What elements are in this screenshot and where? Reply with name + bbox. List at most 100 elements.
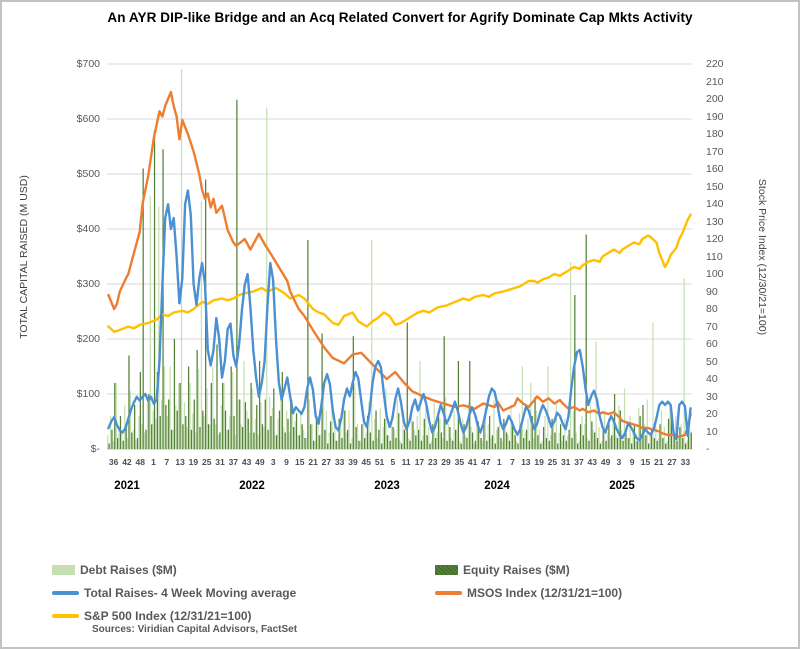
equity-bar (207, 424, 210, 449)
equity-bar (312, 440, 315, 449)
equity-bar (418, 429, 420, 449)
equity-bar (460, 443, 462, 449)
equity-bar (196, 350, 198, 449)
debt-bar (493, 399, 495, 449)
debt-bar (533, 438, 535, 449)
x-axis-week-label: 7 (510, 457, 515, 467)
equity-bar (605, 440, 607, 449)
debt-bar (294, 421, 296, 449)
x-axis-week-label: 45 (361, 457, 371, 467)
equity-bar (650, 429, 653, 449)
equity-bar (361, 424, 363, 449)
debt-bar (592, 429, 594, 449)
equity-bar (474, 440, 477, 449)
equity-bar (676, 440, 678, 449)
equity-bar (284, 432, 286, 449)
debt-bar (473, 443, 475, 449)
x-axis-week-label: 9 (629, 457, 635, 467)
equity-bar (165, 405, 167, 449)
right-axis-tick-label: 130 (706, 215, 724, 228)
equity-bar (151, 424, 153, 449)
debt-bar (393, 429, 396, 449)
left-axis-tick-label: $300 (76, 278, 100, 290)
debt-bar (632, 429, 634, 449)
debt-bar (615, 435, 617, 449)
debt-bar (675, 416, 677, 449)
equity-bar (494, 443, 496, 449)
x-axis-week-label: 19 (188, 457, 199, 467)
equity-bar (616, 438, 619, 449)
debt-bar (226, 429, 228, 449)
equity-bar (403, 429, 406, 449)
equity-bar (440, 432, 442, 449)
equity-bar (364, 438, 366, 449)
debt-bar (442, 438, 444, 449)
legend-label: Debt Raises ($M) (80, 563, 177, 577)
x-axis-week-label: 15 (640, 457, 651, 467)
right-axis-tick-label: 180 (706, 128, 724, 140)
equity-bar (457, 361, 460, 449)
equity-bar (679, 427, 681, 449)
equity-bar (159, 416, 161, 449)
debt-bar (175, 405, 177, 449)
equity-bar (295, 413, 298, 449)
equity-bar (347, 429, 349, 449)
debt-bar (402, 410, 404, 449)
equity-bar (426, 435, 428, 449)
debt-bar (339, 418, 342, 449)
debt-bar (504, 421, 506, 449)
equity-bar (182, 424, 184, 449)
equity-bar (329, 421, 332, 449)
debt-bar (129, 391, 132, 449)
equity-bar (506, 432, 508, 449)
x-axis-week-label: 43 (241, 457, 252, 467)
x-axis-week-label: 43 (587, 457, 598, 467)
x-axis-week-label: 41 (467, 457, 478, 467)
right-axis-tick-label: 70 (706, 320, 718, 333)
equity-bar (153, 130, 156, 449)
x-axis-week-label: 3 (616, 457, 622, 467)
debt-bar (266, 108, 268, 449)
debt-bar (391, 416, 393, 449)
equity-bar (528, 440, 531, 449)
debt-bar (186, 427, 188, 449)
debt-bar (365, 432, 367, 449)
equity-bar (349, 443, 352, 449)
debt-bar (237, 399, 239, 449)
debt-bar (158, 207, 160, 449)
equity-bar (423, 418, 425, 449)
debt-bar (285, 410, 288, 449)
x-axis-week-label: 27 (667, 457, 677, 467)
debt-bar (214, 424, 217, 449)
x-axis-year-label: 2024 (484, 480, 510, 492)
debt-bar (672, 432, 674, 449)
equity-bar (125, 427, 127, 449)
equity-bar (491, 435, 494, 449)
msos-line (107, 90, 692, 438)
equity-bar (111, 429, 113, 449)
debt-bar (660, 410, 663, 449)
equity-bar (162, 149, 164, 449)
right-axis-tick-label: 80 (706, 303, 718, 315)
x-axis-week-label: 36 (108, 457, 119, 467)
debt-bar (686, 440, 688, 449)
debt-bar (564, 418, 566, 449)
x-axis-week-label: 42 (122, 457, 132, 467)
equity-bar (378, 429, 380, 449)
equity-bar (662, 438, 664, 449)
left-axis-tick-label: $500 (76, 168, 100, 180)
equity-bar (324, 429, 326, 449)
debt-bar (345, 432, 347, 449)
equity-bar (134, 405, 136, 449)
equity-bar (383, 418, 386, 449)
right-axis-title: Stock Price Index (12/30/21=100) (756, 178, 768, 336)
debt-bar (243, 361, 245, 449)
debt-bar (322, 388, 325, 449)
equity-bar (471, 432, 474, 449)
debt-bar (430, 440, 433, 449)
debt-bar (260, 402, 262, 449)
debt-bar (425, 407, 427, 449)
debt-bar (379, 407, 381, 449)
equity-bar (230, 366, 232, 449)
x-axis-week-label: 29 (441, 457, 451, 467)
